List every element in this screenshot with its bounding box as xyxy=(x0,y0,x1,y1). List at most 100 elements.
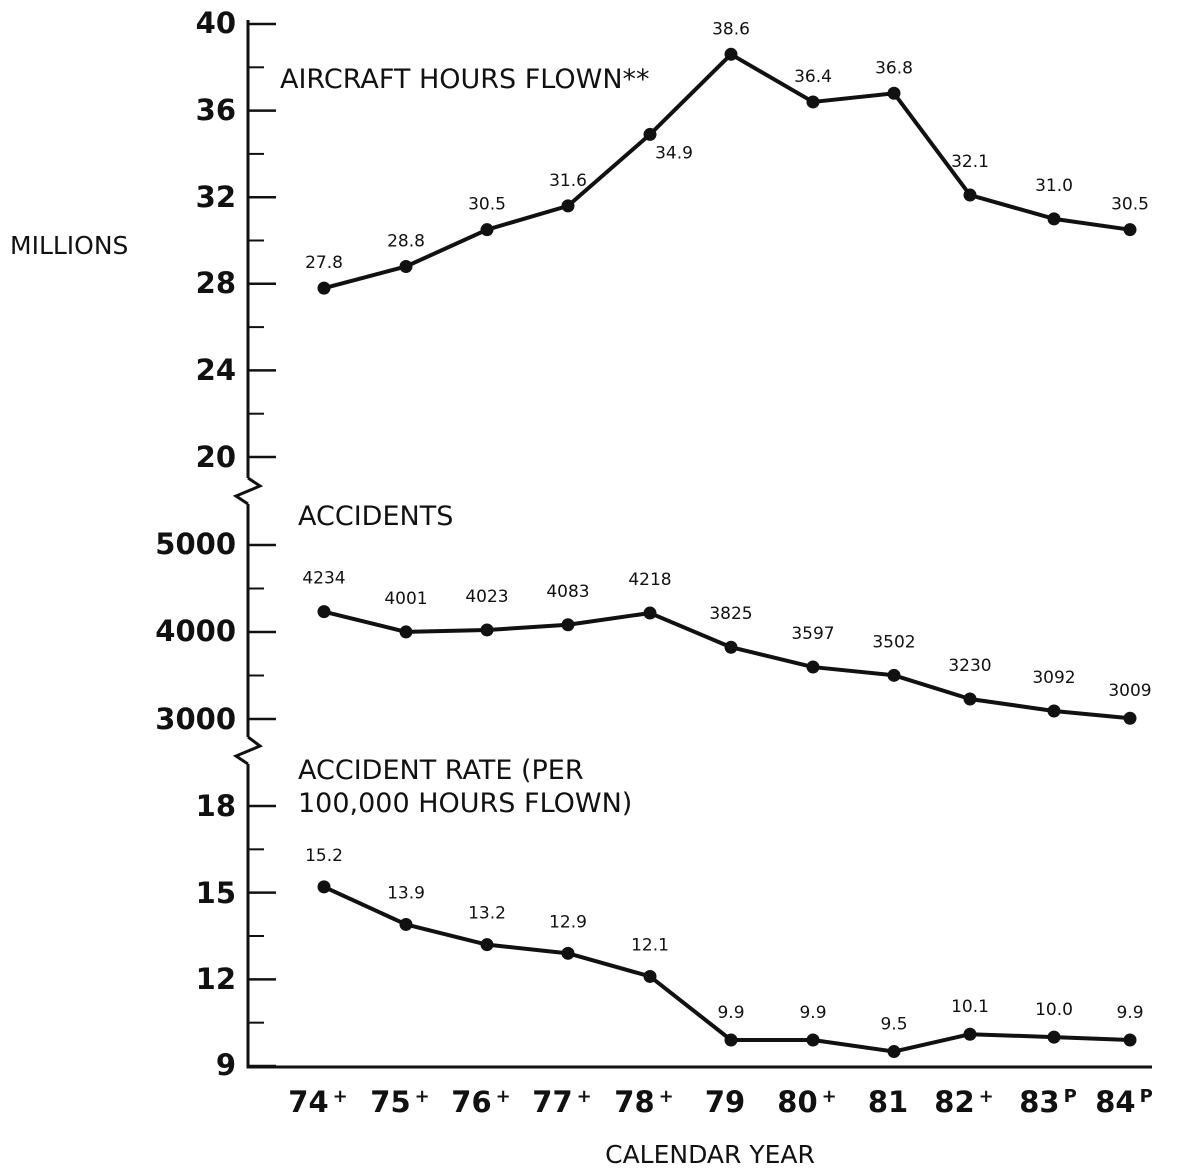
y-tick-label: 24 xyxy=(196,353,236,387)
y-tick-label: 28 xyxy=(196,266,236,300)
data-label: 12.1 xyxy=(631,935,669,955)
data-label: 10.1 xyxy=(951,997,989,1017)
y-axis xyxy=(232,20,1152,1069)
data-point xyxy=(317,281,331,295)
x-tick-label: 84 P xyxy=(1095,1085,1153,1119)
y-tick-labels: 40 36 32 28 24 20 5000 4000 3000 18 15 1… xyxy=(155,6,236,1082)
data-point xyxy=(480,938,494,952)
data-point xyxy=(561,618,575,632)
data-label: 3009 xyxy=(1108,681,1151,701)
x-tick-label: 78 + xyxy=(614,1085,673,1119)
data-point xyxy=(643,969,657,983)
data-point xyxy=(724,47,738,61)
data-point xyxy=(561,199,575,213)
data-label: 34.9 xyxy=(655,143,693,163)
panel-title-rate-line2: 100,000 HOURS FLOWN) xyxy=(298,788,632,819)
x-tick-label: 81 xyxy=(868,1085,908,1119)
y-tick-label: 36 xyxy=(196,93,236,127)
data-label: 12.9 xyxy=(549,912,587,932)
data-label: 4023 xyxy=(465,587,508,607)
data-label: 31.6 xyxy=(549,171,587,191)
data-label: 4218 xyxy=(628,570,671,590)
data-point xyxy=(399,625,413,639)
data-label: 36.4 xyxy=(794,67,832,87)
x-tick-labels: 74 + 75 + 76 + 77 + 78 + 79 80 + 81 82 + 83 P 84 P xyxy=(288,1085,1153,1119)
data-label: 15.2 xyxy=(305,846,343,866)
data-point xyxy=(806,95,820,109)
x-tick-label: 80 + xyxy=(777,1085,836,1119)
x-tick-label: 77 + xyxy=(532,1085,591,1119)
x-tick-label: 82 + xyxy=(934,1085,993,1119)
series-accidents: 4234 4001 4023 4083 4218 3825 3597 3502 3230 3092… xyxy=(302,569,1152,725)
data-label: 31.0 xyxy=(1035,176,1073,196)
panel-title-rate-line1: ACCIDENT RATE (PER xyxy=(298,755,584,786)
data-point xyxy=(963,188,977,202)
data-label: 36.8 xyxy=(875,58,913,78)
y-axis-title: MILLIONS xyxy=(10,231,128,260)
series-accident-rate: 15.2 13.9 13.2 12.9 12.1 9.9 9.9 9.5 10.1 10.0 9.9 xyxy=(305,846,1144,1059)
y-tick-label: 15 xyxy=(196,876,236,910)
data-point xyxy=(1047,704,1061,718)
data-label: 4001 xyxy=(384,589,427,609)
data-point xyxy=(963,692,977,706)
data-label: 3092 xyxy=(1032,668,1075,688)
data-point xyxy=(963,1027,977,1041)
panel-title-accidents: ACCIDENTS xyxy=(298,501,453,532)
data-point xyxy=(1123,1033,1137,1047)
data-label: 9.9 xyxy=(799,1003,826,1023)
y-tick-label: 20 xyxy=(196,440,236,474)
data-point xyxy=(399,259,413,273)
data-point xyxy=(887,668,901,682)
data-point xyxy=(317,880,331,894)
y-tick-label: 4000 xyxy=(155,614,236,648)
y-tick-label: 18 xyxy=(196,789,236,823)
data-point xyxy=(1123,711,1137,725)
data-label: 32.1 xyxy=(951,152,989,172)
data-point xyxy=(643,127,657,141)
axis-break-upper xyxy=(232,476,264,506)
data-label: 3502 xyxy=(872,632,915,652)
x-tick-label: 75 + xyxy=(370,1085,429,1119)
data-point xyxy=(887,1045,901,1059)
data-label: 13.9 xyxy=(387,883,425,903)
x-axis-title: CALENDAR YEAR xyxy=(605,1140,815,1169)
series-line xyxy=(323,885,1131,1054)
data-label: 4234 xyxy=(302,569,345,589)
data-label: 27.8 xyxy=(305,253,343,273)
data-label: 9.9 xyxy=(717,1003,744,1023)
y-tick-label: 40 xyxy=(196,6,236,40)
data-label: 4083 xyxy=(546,582,589,602)
data-point xyxy=(561,946,575,960)
panel-title-hours: AIRCRAFT HOURS FLOWN** xyxy=(280,64,650,95)
y-tick-label: 9 xyxy=(216,1048,236,1082)
y-axis-ticks xyxy=(248,22,276,1068)
x-tick-label: 76 + xyxy=(451,1085,510,1119)
axis-break-lower xyxy=(232,735,263,766)
data-label: 3230 xyxy=(948,656,991,676)
data-point xyxy=(480,623,494,637)
data-label: 30.5 xyxy=(468,195,506,215)
series-line xyxy=(323,609,1131,721)
y-tick-label: 32 xyxy=(196,180,236,214)
data-point xyxy=(1047,1030,1061,1044)
data-point xyxy=(806,1033,820,1047)
data-label: 30.5 xyxy=(1111,195,1149,215)
data-point xyxy=(806,660,820,674)
data-label: 9.5 xyxy=(880,1015,907,1035)
x-tick-label: 74 + xyxy=(288,1085,347,1119)
data-point xyxy=(643,606,657,620)
data-point xyxy=(887,86,901,100)
data-point xyxy=(724,640,738,654)
data-point xyxy=(399,917,413,931)
y-tick-label: 3000 xyxy=(155,702,236,736)
y-tick-label: 12 xyxy=(196,962,236,996)
x-tick-label: 83 P xyxy=(1019,1085,1077,1119)
data-label: 28.8 xyxy=(387,231,425,251)
data-label: 13.2 xyxy=(468,904,506,924)
data-point xyxy=(1047,212,1061,226)
data-point xyxy=(1123,223,1137,237)
data-label: 10.0 xyxy=(1035,1000,1073,1020)
data-point xyxy=(480,223,494,237)
data-label: 38.6 xyxy=(712,19,750,39)
